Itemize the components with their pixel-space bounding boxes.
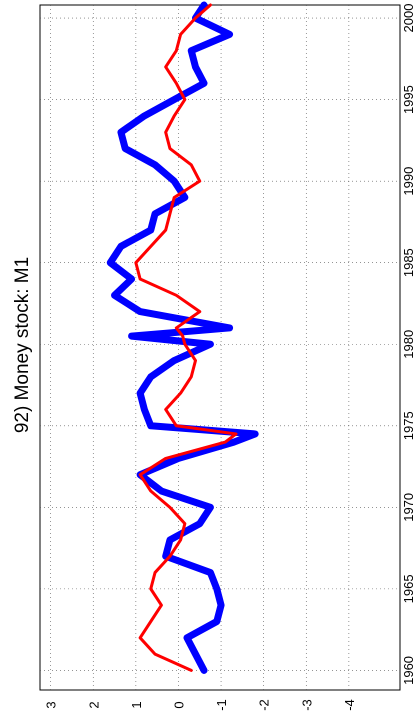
chart-title: 92) Money stock: M1 xyxy=(12,257,33,433)
plot-frame xyxy=(39,4,401,691)
y-tick-label: 2 xyxy=(86,701,101,708)
x-tick-label: 1980 xyxy=(401,330,416,359)
series-line xyxy=(106,1,259,674)
y-tick-label: -4 xyxy=(342,699,357,711)
x-tick-label: 1990 xyxy=(401,167,416,196)
x-tick-label: 1985 xyxy=(401,248,416,277)
series-line xyxy=(134,3,238,672)
y-tick-label: -1 xyxy=(214,699,229,711)
y-tick-label: -2 xyxy=(257,699,272,711)
x-tick-label: 1975 xyxy=(401,411,416,440)
y-tick-label: 3 xyxy=(44,701,59,708)
y-tick-label: 0 xyxy=(171,701,186,708)
x-tick-label: 1995 xyxy=(401,85,416,114)
x-tick-label: 2000 xyxy=(401,4,416,33)
x-tick-label: 1970 xyxy=(401,493,416,522)
y-tick-label: 1 xyxy=(129,701,144,708)
y-tick-label: -3 xyxy=(299,699,314,711)
x-tick-label: 1965 xyxy=(401,574,416,603)
x-tick-label: 1960 xyxy=(401,656,416,685)
